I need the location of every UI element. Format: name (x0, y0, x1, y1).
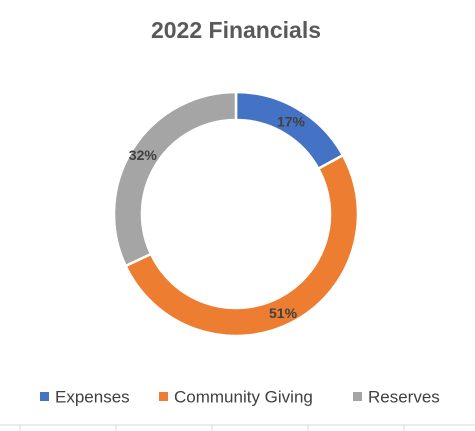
slice-expenses (234, 90, 345, 171)
legend-swatch-community-giving (159, 392, 168, 401)
legend: Expenses Community Giving Reserves (40, 387, 440, 406)
slice-reserves (112, 90, 238, 268)
data-label-reserves: 32% (129, 147, 158, 163)
data-label-expenses: 17% (277, 114, 306, 130)
sheet-grid-stubs (0, 424, 475, 431)
legend-label-reserves: Reserves (368, 387, 440, 406)
legend-label-expenses: Expenses (55, 387, 130, 406)
data-label-community-giving: 51% (269, 305, 298, 321)
chart-title: 2022 Financials (151, 17, 321, 43)
slice-community-giving (123, 153, 360, 338)
legend-swatch-reserves (353, 392, 362, 401)
legend-label-community-giving: Community Giving (174, 387, 313, 406)
legend-swatch-expenses (40, 392, 49, 401)
slices-group (112, 90, 360, 338)
data-labels-group: 17% 51% 32% (129, 114, 306, 321)
